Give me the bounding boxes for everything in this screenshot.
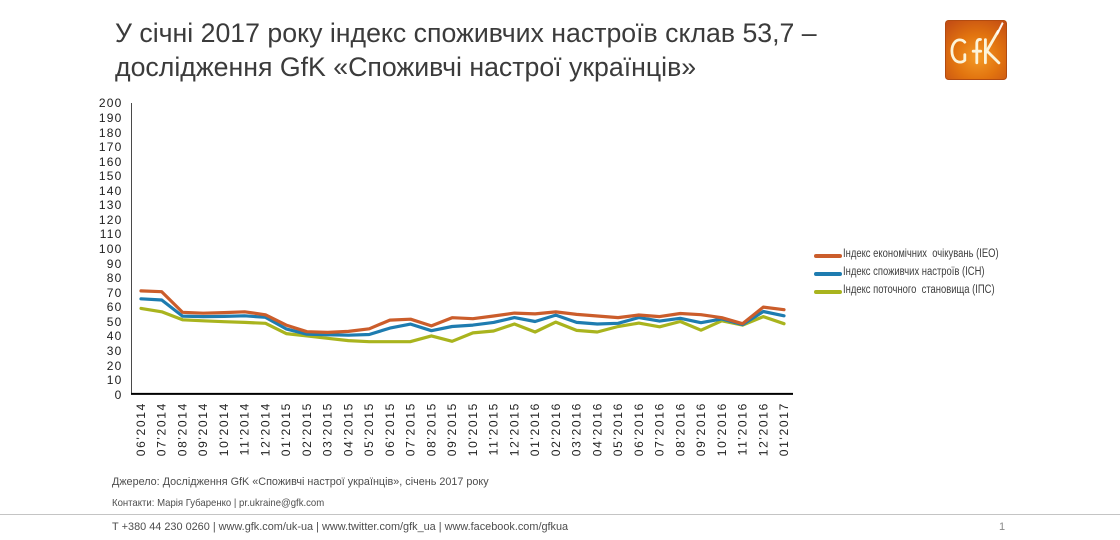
svg-text:10'2015: 10'2015 — [466, 402, 480, 456]
svg-text:12'2016: 12'2016 — [756, 402, 770, 456]
svg-text:05'2016: 05'2016 — [611, 402, 625, 456]
svg-text:12'2014: 12'2014 — [259, 402, 273, 456]
svg-text:02'2015: 02'2015 — [300, 402, 314, 456]
svg-text:11'2016: 11'2016 — [736, 402, 750, 455]
svg-text:10'2016: 10'2016 — [715, 402, 729, 456]
svg-text:11'2015: 11'2015 — [487, 402, 501, 455]
svg-text:03'2016: 03'2016 — [570, 402, 584, 456]
svg-text:06'2014: 06'2014 — [134, 402, 148, 456]
svg-text:04'2015: 04'2015 — [341, 402, 355, 456]
svg-text:10'2014: 10'2014 — [217, 402, 231, 456]
svg-text:06'2016: 06'2016 — [632, 402, 646, 456]
svg-text:01'2015: 01'2015 — [279, 402, 293, 456]
svg-text:11'2014: 11'2014 — [238, 402, 252, 455]
svg-text:07'2015: 07'2015 — [404, 402, 418, 456]
svg-text:09'2015: 09'2015 — [445, 402, 459, 456]
svg-text:09'2016: 09'2016 — [694, 402, 708, 456]
svg-text:06'2015: 06'2015 — [383, 402, 397, 456]
svg-text:05'2015: 05'2015 — [362, 402, 376, 456]
svg-text:01'2017: 01'2017 — [777, 402, 791, 456]
svg-text:02'2016: 02'2016 — [549, 402, 563, 456]
svg-text:03'2015: 03'2015 — [321, 402, 335, 456]
svg-text:07'2014: 07'2014 — [155, 402, 169, 456]
svg-text:07'2016: 07'2016 — [653, 402, 667, 456]
svg-text:12'2015: 12'2015 — [507, 402, 521, 456]
svg-text:08'2016: 08'2016 — [673, 402, 687, 456]
svg-text:08'2015: 08'2015 — [424, 402, 438, 456]
svg-text:01'2016: 01'2016 — [528, 402, 542, 456]
svg-text:09'2014: 09'2014 — [196, 402, 210, 456]
svg-text:04'2016: 04'2016 — [590, 402, 604, 456]
svg-text:08'2014: 08'2014 — [176, 402, 190, 456]
